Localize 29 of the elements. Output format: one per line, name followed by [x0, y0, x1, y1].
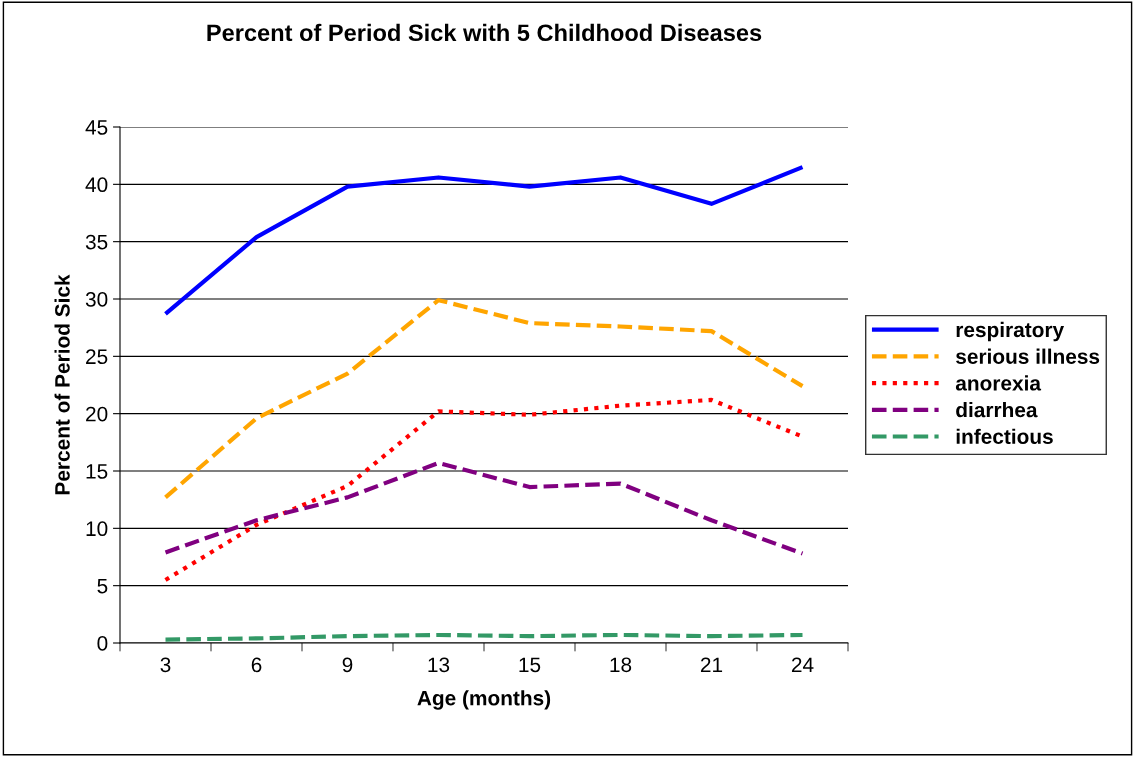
x-tick-label: 9	[342, 657, 353, 673]
y-axis-title: Percent of Period Sick	[54, 274, 70, 495]
legend-label: infectious	[956, 428, 1053, 445]
y-tick-label: 30	[85, 292, 108, 307]
line-series	[163, 298, 805, 500]
legend-label: serious illness	[956, 348, 1100, 364]
line-series	[163, 165, 805, 316]
x-tick-label: 21	[700, 657, 723, 672]
y-tick-label: 25	[86, 349, 108, 365]
legend-label: respiratory	[956, 321, 1065, 342]
y-tick-label: 15	[86, 464, 108, 479]
y-tick-label: 20	[86, 406, 108, 422]
y-tick-label: 0	[97, 636, 108, 651]
x-tick-label: 3	[160, 657, 171, 673]
x-axis-title: Age (months)	[417, 690, 551, 710]
x-tick-label: 24	[791, 657, 814, 672]
legend-label: anorexia	[955, 375, 1042, 391]
legend-label: diarrhea	[956, 402, 1038, 418]
x-tick-label: 13	[428, 657, 450, 673]
line-series	[163, 460, 805, 556]
x-tick-label: 15	[519, 657, 541, 673]
y-tick-label: 35	[85, 234, 108, 250]
y-tick-label: 45	[85, 120, 108, 135]
y-tick-label: 10	[86, 521, 108, 537]
chart-title: Percent of Period Sick with 5 Childhood Diseases	[207, 23, 762, 42]
x-tick-label: 6	[251, 657, 262, 673]
y-tick-label: 5	[97, 578, 108, 594]
x-tick-label: 18	[610, 657, 632, 673]
y-tick-label: 40	[85, 177, 108, 193]
